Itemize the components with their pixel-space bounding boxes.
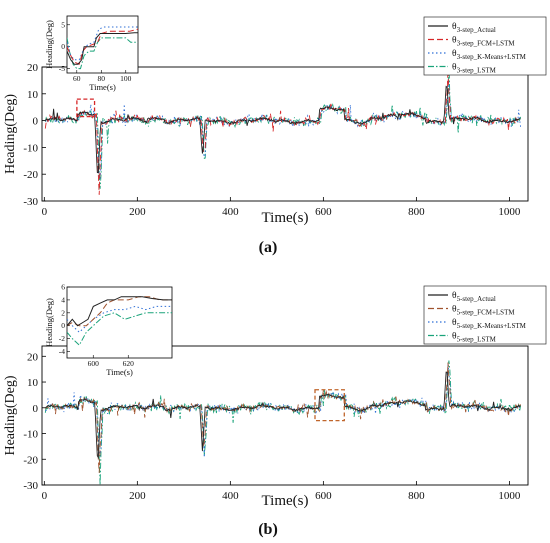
legend-entry: θ3-step_K-Means+LSTM bbox=[452, 49, 527, 61]
legend-frame bbox=[423, 285, 547, 345]
y-tick-label: -20 bbox=[23, 454, 38, 466]
series-line-5-step-fcm-lstm bbox=[45, 362, 522, 473]
legend-symbol: θ bbox=[452, 63, 457, 73]
x-tick-label: 400 bbox=[222, 490, 239, 502]
legend-symbol: θ bbox=[452, 36, 457, 46]
legend-entry: θ5-step_LSTM bbox=[452, 332, 497, 344]
inset-y-tick-label: 6 bbox=[61, 283, 65, 292]
legend-symbol: θ bbox=[452, 332, 457, 342]
series-line-5-step-k-means-lstm bbox=[45, 363, 521, 458]
inset-x-axis-label: Time(s) bbox=[106, 367, 133, 377]
x-tick-label: 0 bbox=[42, 206, 48, 218]
x-tick-label: 1000 bbox=[498, 490, 521, 502]
inset-series-kmeans bbox=[67, 26, 138, 61]
legend-entry: θ5-step_K-Means+LSTM bbox=[452, 318, 527, 330]
series-line-5-step-actual bbox=[44, 371, 521, 460]
inset-y-tick-label: 2 bbox=[61, 308, 65, 317]
legend-subscript: 3-step_K-Means+LSTM bbox=[457, 53, 527, 61]
legend-subscript: 5-step_LSTM bbox=[457, 336, 497, 344]
inset-x-tick-label: 60 bbox=[73, 74, 81, 83]
y-tick-label: 20 bbox=[27, 62, 39, 74]
inset-y-tick-label: -5 bbox=[59, 64, 65, 73]
y-tick-label: 0 bbox=[33, 403, 39, 415]
legend-entry: θ3-step_LSTM bbox=[452, 63, 497, 75]
series-line-3-step-lstm bbox=[44, 67, 522, 189]
legend-subscript: 3-step_Actual bbox=[457, 26, 496, 34]
inset-y-axis-label: Heading(Deg) bbox=[44, 20, 54, 69]
legend-subscript: 5-step_FCM+LSTM bbox=[457, 309, 516, 317]
x-axis-label: Time(s) bbox=[262, 210, 309, 226]
y-axis-label: Heading(Deg) bbox=[3, 375, 18, 455]
series-line-3-step-k-means-lstm bbox=[44, 80, 522, 180]
legend-entry: θ5-step_Actual bbox=[452, 291, 496, 303]
y-tick-label: 10 bbox=[27, 89, 39, 101]
inset-series-fcm bbox=[67, 296, 172, 327]
x-tick-label: 800 bbox=[408, 490, 425, 502]
inset-x-tick-label: 620 bbox=[123, 359, 135, 368]
x-tick-label: 0 bbox=[42, 490, 48, 502]
legend-symbol: θ bbox=[452, 49, 457, 59]
series-line-3-step-actual bbox=[44, 85, 521, 174]
legend-entry: θ5-step_FCM+LSTM bbox=[452, 305, 515, 317]
x-axis-label: Time(s) bbox=[262, 493, 309, 509]
inset-y-tick-label: 0 bbox=[61, 42, 65, 51]
legend-symbol: θ bbox=[452, 22, 457, 32]
inset-x-tick-label: 600 bbox=[88, 359, 100, 368]
y-tick-label: -10 bbox=[23, 429, 38, 441]
legend-subscript: 3-step_FCM+LSTM bbox=[457, 40, 516, 48]
y-tick-label: -30 bbox=[23, 196, 38, 208]
inset-series-actual bbox=[67, 32, 138, 65]
legend-symbol: θ bbox=[452, 318, 457, 328]
y-tick-label: 20 bbox=[27, 351, 39, 363]
legend: θ5-step_Actualθ5-step_FCM+LSTMθ5-step_K-… bbox=[423, 285, 547, 345]
inset-series-fcm bbox=[67, 28, 138, 65]
y-tick-label: 10 bbox=[27, 377, 39, 389]
x-tick-label: 800 bbox=[408, 206, 425, 218]
x-tick-label: 600 bbox=[315, 206, 332, 218]
y-tick-label: -30 bbox=[23, 480, 38, 492]
inset-y-tick-label: 0 bbox=[61, 321, 65, 330]
zoom-highlight-box bbox=[76, 98, 96, 118]
legend-entry: θ3-step_Actual bbox=[452, 22, 496, 34]
inset-x-tick-label: 100 bbox=[120, 74, 132, 83]
inset-y-axis-label: Heading(Deg) bbox=[44, 298, 54, 347]
inset-series-actual bbox=[67, 296, 172, 327]
inset-y-tick-label: 4 bbox=[61, 295, 65, 304]
legend-frame bbox=[423, 16, 547, 76]
legend: θ3-step_Actualθ3-step_FCM+LSTMθ3-step_K-… bbox=[423, 16, 547, 76]
inset-y-tick-label: -2 bbox=[59, 334, 65, 343]
y-tick-label: -10 bbox=[23, 142, 38, 154]
legend-entry: θ3-step_FCM+LSTM bbox=[452, 36, 515, 48]
inset-x-axis-label: Time(s) bbox=[89, 82, 116, 92]
inset-series-kmeans bbox=[67, 305, 172, 333]
x-tick-label: 600 bbox=[315, 490, 332, 502]
inset-series-lstm bbox=[67, 37, 138, 70]
inset-y-tick-label: 5 bbox=[61, 20, 65, 29]
plot-frame bbox=[41, 345, 529, 486]
inset-series-lstm bbox=[67, 312, 172, 346]
inset-y-tick-label: -4 bbox=[59, 347, 65, 356]
inset-x-tick-label: 80 bbox=[98, 74, 106, 83]
panel-label: (b) bbox=[258, 521, 278, 538]
legend-subscript: 5-step_Actual bbox=[457, 295, 496, 303]
panel-b: 0 200 400 600 800 100020100-10-20-30Time(s)He… bbox=[3, 283, 547, 538]
x-tick-label: 200 bbox=[129, 490, 146, 502]
plot-frame bbox=[41, 66, 529, 202]
legend-subscript: 5-step_K-Means+LSTM bbox=[457, 322, 527, 330]
y-axis-label: Heading(Deg) bbox=[3, 94, 18, 174]
panel-label: (a) bbox=[259, 239, 278, 256]
x-tick-label: 200 bbox=[129, 206, 146, 218]
zoom-highlight-box bbox=[314, 389, 345, 422]
y-tick-label: 0 bbox=[33, 116, 39, 128]
legend-symbol: θ bbox=[452, 305, 457, 315]
panel-a: 0 200 400 600 800 100020100-10-20-30Time(s)He… bbox=[3, 15, 547, 256]
legend-symbol: θ bbox=[452, 291, 457, 301]
x-tick-label: 1000 bbox=[498, 206, 521, 218]
inset-chart: 60 80 100 5 0 -5 Time(s) Heading(Deg) bbox=[44, 15, 139, 92]
legend-subscript: 3-step_LSTM bbox=[457, 67, 497, 75]
x-tick-label: 400 bbox=[222, 206, 239, 218]
inset-chart: 600 620 6 4 2 0 -2 -4 Time(s) Heading(Deg) bbox=[44, 283, 173, 377]
y-tick-label: -20 bbox=[23, 169, 38, 181]
